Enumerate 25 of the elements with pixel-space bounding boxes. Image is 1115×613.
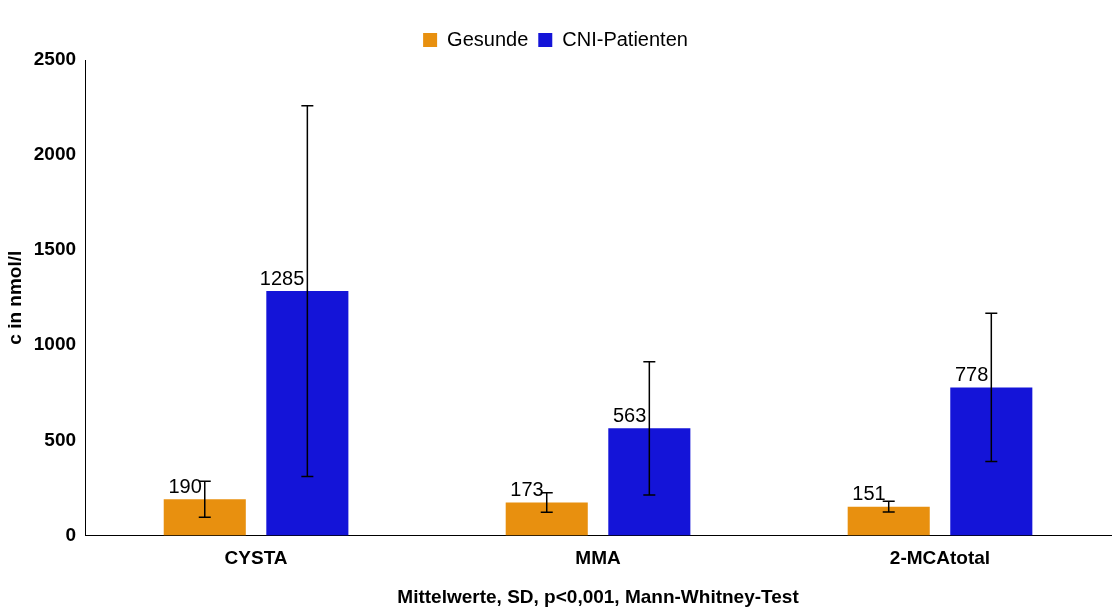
- bar: [505, 502, 588, 536]
- y-axis-title: c in nmol/l: [3, 250, 25, 345]
- legend-label: Gesunde: [447, 27, 529, 50]
- y-tick-label: 1000: [33, 333, 77, 355]
- bar: [847, 506, 930, 536]
- x-tick-label: MMA: [575, 547, 621, 569]
- bar: [608, 428, 691, 536]
- bar: [163, 499, 246, 536]
- bar: [266, 291, 349, 536]
- data-label: 778: [954, 362, 989, 385]
- y-tick-label: 500: [44, 428, 77, 450]
- y-tick-label: 0: [65, 523, 77, 545]
- x-axis-title: Mittelwerte, SD, p<0,001, Mann-Whitney-Test: [397, 585, 800, 607]
- data-label: 563: [612, 403, 647, 426]
- data-label: 151: [852, 482, 886, 505]
- legend-label: CNI-Patienten: [562, 27, 688, 50]
- data-label: 1285: [259, 266, 305, 289]
- x-tick-label: CYSTA: [224, 547, 288, 569]
- y-tick-label: 1500: [33, 238, 77, 260]
- y-tick-label: 2000: [33, 143, 77, 165]
- y-tick-label: 2500: [33, 48, 77, 70]
- x-tick-label: 2-MCAtotal: [889, 547, 991, 569]
- bar: [950, 387, 1033, 536]
- data-label: 190: [168, 474, 202, 497]
- data-label: 173: [510, 478, 544, 501]
